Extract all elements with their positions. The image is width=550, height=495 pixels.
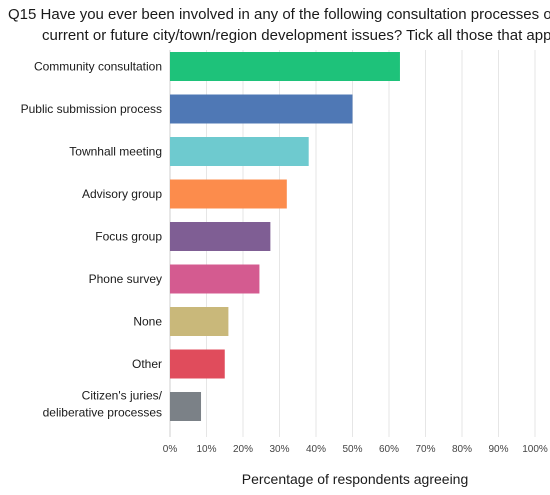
x-tick-label: 80% [452,444,472,455]
bar [170,349,225,379]
bar [170,52,400,81]
category-label: Community consultation [34,60,162,74]
bar [170,307,229,336]
category-label: Phone survey [89,272,162,286]
category-label: Public submission process [21,102,162,116]
x-tick-label: 20% [233,444,253,455]
category-label: Advisory group [82,187,162,201]
bar [170,222,271,251]
x-tick-label: 50% [342,444,362,455]
category-label: Focus group [95,230,162,244]
bar [170,264,260,294]
x-tick-label: 100% [522,444,548,455]
category-label: None [133,315,162,329]
chart-title-line-2: current or future city/town/region devel… [42,27,550,44]
category-label: Citizen's juries/ [82,389,163,403]
chart-title-line-1: Q15 Have you ever been involved in any o… [8,6,550,23]
x-axis-label: Percentage of respondents agreeing [242,471,469,487]
x-tick-label: 40% [306,444,326,455]
category-label: deliberative processes [43,406,162,420]
x-tick-label: 0% [163,444,178,455]
x-tick-label: 70% [415,444,435,455]
bar [170,392,202,421]
x-tick-label: 90% [488,444,508,455]
category-label: Other [132,357,162,371]
bar [170,94,353,124]
bar [170,137,309,166]
category-label: Townhall meeting [69,145,162,159]
bar [170,179,287,209]
x-tick-label: 10% [196,444,216,455]
chart-title: Q15 Have you ever been involved in any o… [0,0,550,50]
x-tick-label: 60% [379,444,399,455]
x-tick-label: 30% [269,444,289,455]
